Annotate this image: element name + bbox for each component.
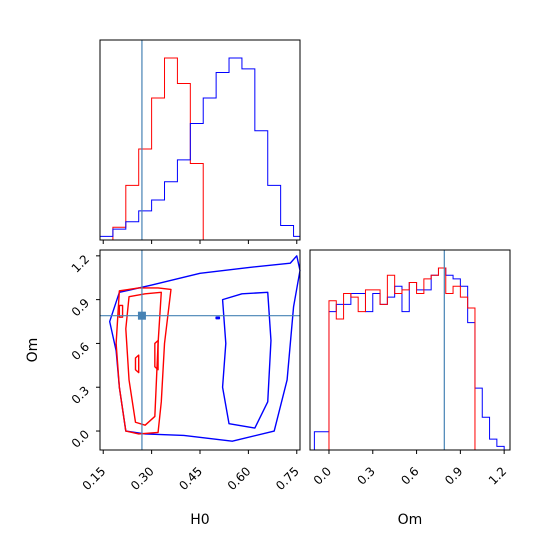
h0-hist-red [100, 57, 300, 241]
x-tick-label-om-3: 0.9 [442, 464, 465, 487]
blue-contour-2 [215, 316, 221, 320]
x-tick-label-h0-1: 0.30 [128, 464, 157, 493]
om-histogram-panel: 0.0 0.3 0.6 0.9 1.2 [309, 249, 511, 488]
x-tick-label-om-2: 0.6 [398, 464, 421, 487]
red-contour-1 [125, 291, 162, 426]
y-tick-label-om-2: 0.6 [69, 340, 92, 363]
red-contour-4 [154, 339, 159, 371]
x-tick-label-h0-0: 0.15 [80, 464, 109, 493]
om-hist-blue [313, 267, 505, 450]
x-axis-label-h0: H0 [190, 512, 209, 528]
h0-histogram-panel [99, 39, 301, 244]
x-tick-label-om-0: 0.0 [311, 464, 334, 487]
x-axis-label-om: Om [398, 512, 423, 528]
x-tick-label-om-1: 0.3 [354, 464, 377, 487]
y-tick-label-om-3: 0.9 [69, 296, 92, 319]
x-tick-label-h0-2: 0.45 [176, 464, 205, 493]
red-contour-2 [118, 304, 124, 318]
h0-hist-blue [99, 57, 301, 240]
h0-hist-frame [99, 39, 301, 241]
red-contour-0 [115, 287, 172, 435]
y-axis-label-om: Om [25, 338, 41, 363]
h0-om-contour-panel: 0.15 0.30 0.45 0.60 0.75 0.0 0.3 0.6 0.9 1.2 [69, 249, 302, 493]
om-hist-frame [309, 249, 511, 451]
axis-labels: H0 Om Om [25, 338, 422, 528]
om-hist-red [314, 267, 505, 451]
x-tick-label-h0-3: 0.60 [225, 464, 254, 493]
y-tick-label-om-0: 0.0 [69, 427, 92, 450]
y-tick-label-om-1: 0.3 [69, 383, 92, 406]
y-tick-label-om-4: 1.2 [69, 252, 92, 275]
x-tick-label-h0-4: 0.75 [273, 464, 302, 493]
blue-contour-1 [221, 291, 272, 429]
blue-contour-0 [108, 255, 301, 442]
truth-marker [137, 311, 146, 320]
red-contour-3 [134, 354, 140, 374]
x-tick-label-om-4: 1.2 [486, 464, 509, 487]
